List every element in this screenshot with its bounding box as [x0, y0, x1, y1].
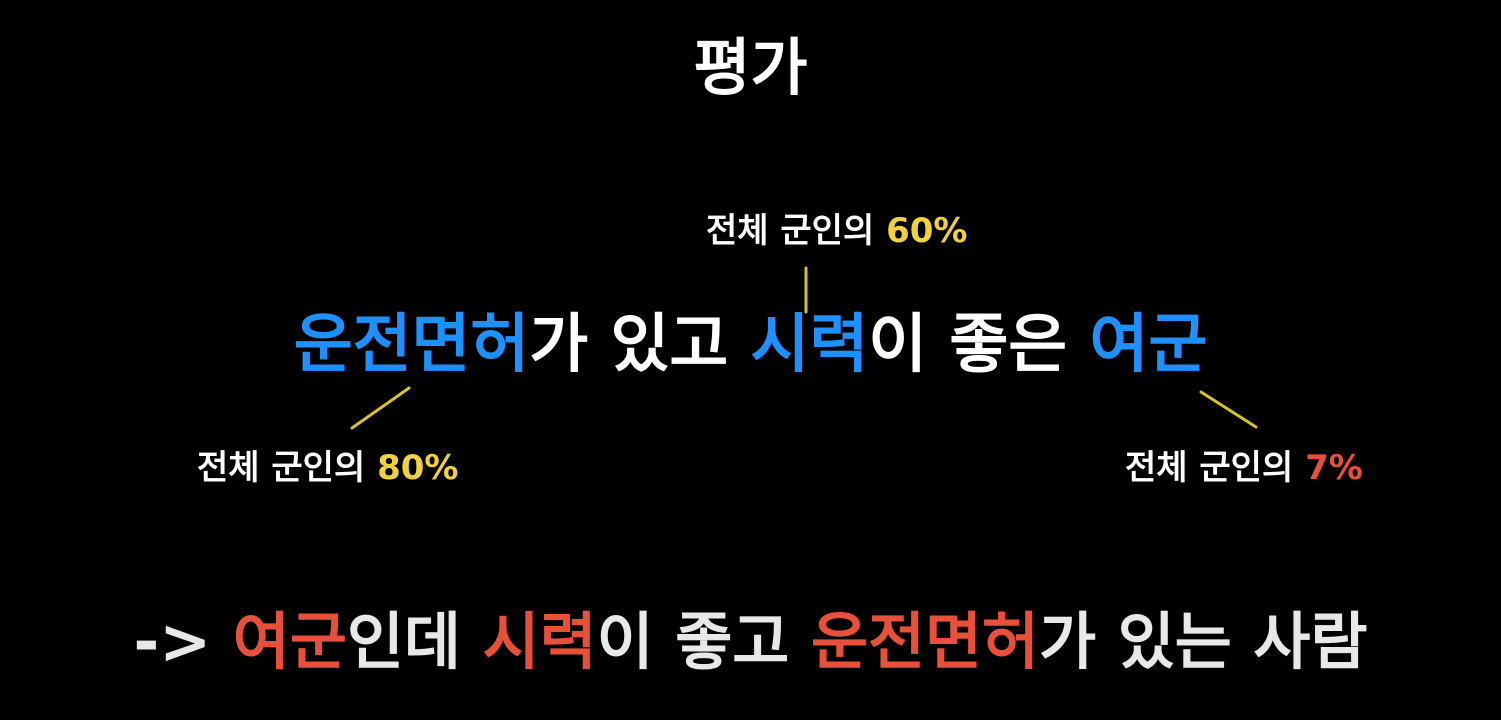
main-text-2: 이 좋은	[868, 308, 1090, 382]
annotation-top-label: 전체 군인의	[706, 211, 887, 251]
conclusion-term-female-soldier: 여군	[232, 605, 347, 678]
annotation-right: 전체 군인의 7%	[1125, 446, 1363, 490]
annotation-left-value: 80%	[377, 448, 459, 488]
annotation-left: 전체 군인의 80%	[197, 446, 458, 490]
connector-left	[350, 386, 411, 430]
connector-right	[1199, 390, 1258, 429]
annotation-right-value: 7%	[1305, 448, 1363, 488]
main-text-1: 가 있고	[529, 308, 751, 382]
main-term-license: 운전면허	[293, 308, 530, 382]
annotation-top-value: 60%	[886, 211, 968, 251]
conclusion-text-2: 이 좋고	[596, 605, 811, 678]
conclusion-text-1: 인데	[346, 605, 483, 678]
main-term-eyesight: 시력	[750, 308, 869, 382]
conclusion-term-license: 운전면허	[810, 605, 1040, 678]
conclusion-term-eyesight: 시력	[482, 605, 597, 678]
annotation-right-label: 전체 군인의	[1125, 448, 1306, 488]
conclusion-text-3: 가 있는 사람	[1039, 605, 1368, 678]
annotation-top: 전체 군인의 60%	[706, 209, 967, 253]
conclusion-sentence: -> 여군인데 시력이 좋고 운전면허가 있는 사람	[0, 602, 1501, 682]
main-sentence: 운전면허가 있고 시력이 좋은 여군	[0, 304, 1501, 386]
annotation-left-label: 전체 군인의	[197, 448, 378, 488]
main-term-female-soldier: 여군	[1089, 308, 1208, 382]
conclusion-arrow: ->	[133, 605, 233, 678]
slide-title: 평가	[693, 31, 808, 104]
